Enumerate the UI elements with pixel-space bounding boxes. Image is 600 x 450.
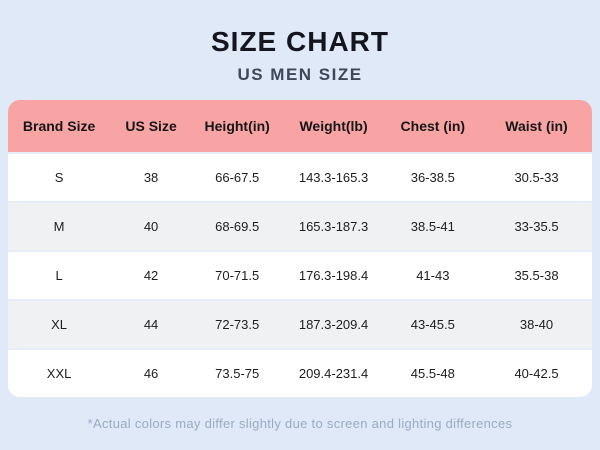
- table-cell: 209.4-231.4: [282, 348, 385, 397]
- table-cell: L: [8, 250, 111, 300]
- table-cell: 72-73.5: [191, 299, 283, 349]
- table-cell: 35.5-38: [481, 250, 592, 300]
- header-cell-height: Height(in): [191, 100, 283, 153]
- table-row-s: S 38 66-67.5 143.3-165.3 36-38.5 30.5-33: [8, 152, 592, 202]
- table-row-l: L 42 70-71.5 176.3-198.4 41-43 35.5-38: [8, 250, 592, 300]
- table-row-xxl: XXL 46 73.5-75 209.4-231.4 45.5-48 40-42…: [8, 348, 592, 397]
- table-cell: 40: [110, 201, 192, 251]
- table-cell: 68-69.5: [191, 201, 283, 251]
- table-cell: 187.3-209.4: [282, 299, 385, 349]
- table-cell: XXL: [8, 348, 111, 397]
- header-cell-chest: Chest (in): [384, 100, 481, 153]
- table-cell: 42: [110, 250, 192, 300]
- page-title: SIZE CHART: [211, 26, 389, 57]
- header-cell-waist: Waist (in): [481, 100, 592, 153]
- table-cell: XL: [8, 299, 111, 349]
- table-cell: 44: [110, 299, 192, 349]
- table-row-m: M 40 68-69.5 165.3-187.3 38.5-41 33-35.5: [8, 201, 592, 251]
- table-cell: 38: [110, 152, 192, 202]
- table-cell: 70-71.5: [191, 250, 283, 300]
- table-cell: 38.5-41: [384, 201, 481, 251]
- table-cell: 41-43: [384, 250, 481, 300]
- table-cell: 165.3-187.3: [282, 201, 385, 251]
- table-row-xl: XL 44 72-73.5 187.3-209.4 43-45.5 38-40: [8, 299, 592, 349]
- table-cell: 46: [110, 348, 192, 397]
- table-cell: 33-35.5: [481, 201, 592, 251]
- table-cell: 36-38.5: [384, 152, 481, 202]
- page-subtitle: US MEN SIZE: [237, 65, 363, 84]
- table-cell: 73.5-75: [191, 348, 283, 397]
- table-cell: 45.5-48: [384, 348, 481, 397]
- table-cell: 30.5-33: [481, 152, 592, 202]
- table-cell: 66-67.5: [191, 152, 283, 202]
- header-cell-weight: Weight(lb): [282, 100, 385, 153]
- table-header-row: Brand Size US Size Height(in) Weight(lb)…: [8, 100, 592, 153]
- table-cell: 176.3-198.4: [282, 250, 385, 300]
- table-cell: 40-42.5: [481, 348, 592, 397]
- size-chart-table-container: Brand Size US Size Height(in) Weight(lb)…: [8, 100, 592, 397]
- table-cell: 43-45.5: [384, 299, 481, 349]
- table-cell: M: [8, 201, 111, 251]
- table-cell: 143.3-165.3: [282, 152, 385, 202]
- size-chart-table: Brand Size US Size Height(in) Weight(lb)…: [8, 100, 592, 397]
- header-cell-us-size: US Size: [110, 100, 192, 153]
- header-cell-brand-size: Brand Size: [8, 100, 111, 153]
- table-cell: S: [8, 152, 111, 202]
- table-cell: 38-40: [481, 299, 592, 349]
- color-disclaimer-note: *Actual colors may differ slightly due t…: [87, 416, 513, 431]
